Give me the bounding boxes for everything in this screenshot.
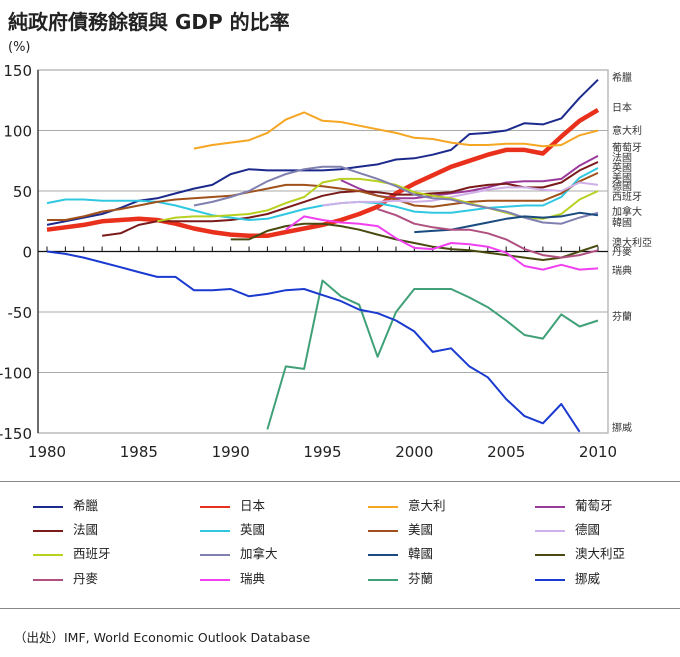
chart-title: 純政府債務餘額與 GDP 的比率 bbox=[8, 10, 290, 34]
legend-swatch bbox=[33, 553, 63, 556]
series-end-label: 挪威 bbox=[612, 421, 632, 434]
y-tick-label: -100 bbox=[0, 365, 32, 383]
y-tick-label: 100 bbox=[3, 123, 32, 141]
series-line-9 bbox=[193, 165, 599, 225]
legend-label: 西班牙 bbox=[73, 546, 111, 561]
series-line-15 bbox=[46, 250, 581, 433]
legend-item: 澳大利亞 bbox=[535, 546, 625, 562]
series-line-7 bbox=[322, 181, 599, 207]
y-tick-label: -150 bbox=[0, 425, 32, 443]
legend-item: 加拿大 bbox=[200, 546, 278, 562]
series-end-label: 日本 bbox=[612, 101, 632, 114]
series-line-13 bbox=[285, 215, 599, 271]
series-line-10 bbox=[414, 211, 599, 234]
x-tick-label: 1985 bbox=[120, 443, 158, 461]
legend-label: 澳大利亞 bbox=[575, 546, 626, 561]
series-end-label: 韓國 bbox=[612, 217, 632, 229]
x-tick-label: 1980 bbox=[28, 443, 66, 461]
legend-swatch bbox=[535, 553, 565, 556]
series-end-label: 西班牙 bbox=[612, 191, 642, 203]
legend-swatch bbox=[368, 553, 398, 556]
x-tick-label: 1995 bbox=[303, 443, 341, 461]
legend-label: 芬蘭 bbox=[408, 571, 434, 586]
series-line-2 bbox=[193, 111, 599, 150]
legend-swatch bbox=[535, 578, 565, 581]
y-tick-label: -50 bbox=[8, 304, 33, 322]
legend-item: 日本 bbox=[200, 498, 265, 514]
legend-item: 德國 bbox=[535, 522, 600, 538]
legend-swatch bbox=[200, 505, 230, 508]
legend-swatch bbox=[368, 529, 398, 532]
legend-label: 美國 bbox=[408, 522, 434, 537]
legend-item: 芬蘭 bbox=[368, 571, 433, 587]
y-tick-label: 150 bbox=[3, 62, 32, 80]
series-end-label: 美國 bbox=[612, 171, 632, 184]
series-line-14 bbox=[266, 279, 599, 430]
series-line-0 bbox=[46, 78, 599, 226]
series-end-label: 希臘 bbox=[612, 71, 632, 84]
y-tick-label: 0 bbox=[22, 244, 32, 262]
legend-swatch bbox=[200, 553, 230, 556]
legend-item: 英國 bbox=[200, 522, 265, 538]
x-tick-label: 2005 bbox=[487, 443, 525, 461]
series-end-label: 法國 bbox=[612, 151, 632, 164]
series-end-label: 芬蘭 bbox=[612, 310, 632, 323]
series-line-6 bbox=[47, 171, 599, 221]
legend-item: 法國 bbox=[33, 522, 98, 538]
series-line-12 bbox=[377, 208, 599, 259]
legend-swatch bbox=[33, 578, 63, 581]
series-end-label: 澳大利亞 bbox=[612, 236, 652, 249]
legend-swatch bbox=[535, 529, 565, 532]
series-end-label: 德國 bbox=[612, 180, 632, 193]
legend-swatch bbox=[33, 529, 63, 532]
legend-swatch bbox=[368, 578, 398, 581]
series-end-label: 意大利 bbox=[612, 124, 642, 137]
legend-item: 韓國 bbox=[368, 546, 433, 562]
legend-swatch bbox=[535, 505, 565, 508]
legend-item: 西班牙 bbox=[33, 546, 111, 562]
legend-label: 丹麥 bbox=[73, 571, 99, 586]
legend-label: 瑞典 bbox=[240, 571, 266, 586]
legend-item: 意大利 bbox=[368, 498, 446, 514]
series-end-label: 丹麥 bbox=[612, 245, 632, 258]
legend-label: 法國 bbox=[73, 522, 99, 537]
legend-swatch bbox=[200, 578, 230, 581]
legend-swatch bbox=[200, 529, 230, 532]
legend-label: 德國 bbox=[575, 522, 601, 537]
x-tick-label: 1990 bbox=[212, 443, 250, 461]
legend-item: 丹麥 bbox=[33, 571, 98, 587]
series-line-1 bbox=[46, 107, 600, 239]
series-end-label: 瑞典 bbox=[612, 264, 632, 277]
legend-item: 美國 bbox=[368, 522, 433, 538]
legend-label: 英國 bbox=[240, 522, 266, 537]
x-tick-label: 2000 bbox=[395, 443, 433, 461]
y-tick-label: 50 bbox=[13, 183, 32, 201]
legend-item: 瑞典 bbox=[200, 571, 265, 587]
legend-label: 加拿大 bbox=[240, 546, 278, 561]
legend-label: 意大利 bbox=[408, 498, 446, 513]
legend-label: 日本 bbox=[240, 498, 266, 513]
legend-label: 葡萄牙 bbox=[575, 498, 613, 513]
legend-label: 韓國 bbox=[408, 546, 434, 561]
series-line-4 bbox=[101, 161, 599, 237]
line-chart: -150 -100 -50 0 50 100 150 1980 1985 1990 1995 2000… bbox=[0, 62, 652, 461]
source-note: （出处）IMF, World Economic Outlook Database bbox=[14, 630, 311, 645]
legend-swatch bbox=[368, 505, 398, 508]
y-axis-unit: (%) bbox=[8, 40, 31, 55]
legend-item: 葡萄牙 bbox=[535, 498, 613, 514]
x-tick-label: 2010 bbox=[579, 443, 617, 461]
legend-swatch bbox=[33, 505, 63, 508]
series-end-label: 加拿大 bbox=[612, 205, 642, 218]
legend-label: 希臘 bbox=[73, 498, 99, 513]
legend-item: 挪威 bbox=[535, 571, 600, 587]
series-end-label: 葡萄牙 bbox=[612, 141, 642, 154]
series-line-5 bbox=[46, 167, 599, 221]
legend-item: 希臘 bbox=[33, 498, 98, 514]
legend-label: 挪威 bbox=[575, 571, 601, 586]
legend: 希臘 日本 意大利 葡萄牙法國 英國 美國 德國西班牙 加拿大 韓國 澳大利亞丹麥 瑞典 芬蘭 挪威 bbox=[0, 481, 680, 609]
series-end-label: 英國 bbox=[612, 161, 632, 174]
